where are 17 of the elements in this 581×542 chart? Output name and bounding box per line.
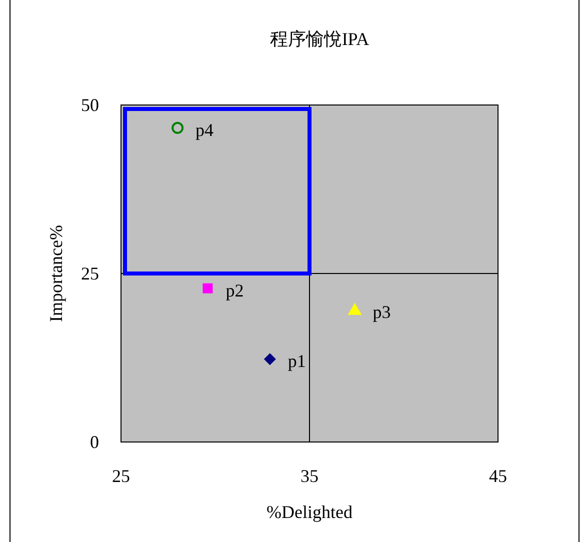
x-tick-label: 25 (112, 466, 130, 486)
y-tick-label: 0 (90, 432, 99, 452)
x-tick-label: 35 (300, 466, 318, 486)
y-tick-label: 25 (81, 264, 99, 284)
series-label: p4 (196, 120, 214, 140)
x-axis-title: %Delighted (266, 502, 352, 522)
point (348, 302, 362, 315)
x-tick-label: 45 (489, 466, 507, 486)
chart-title: 程序愉悅IPA (270, 29, 370, 49)
series-label: p2 (226, 280, 244, 300)
series-label: p1 (288, 351, 306, 372)
series-label: p3 (372, 302, 391, 322)
point (264, 353, 276, 366)
y-axis-title: Importance% (46, 225, 66, 322)
point (202, 283, 213, 294)
point (172, 122, 184, 134)
y-tick-label: 50 (81, 95, 99, 115)
